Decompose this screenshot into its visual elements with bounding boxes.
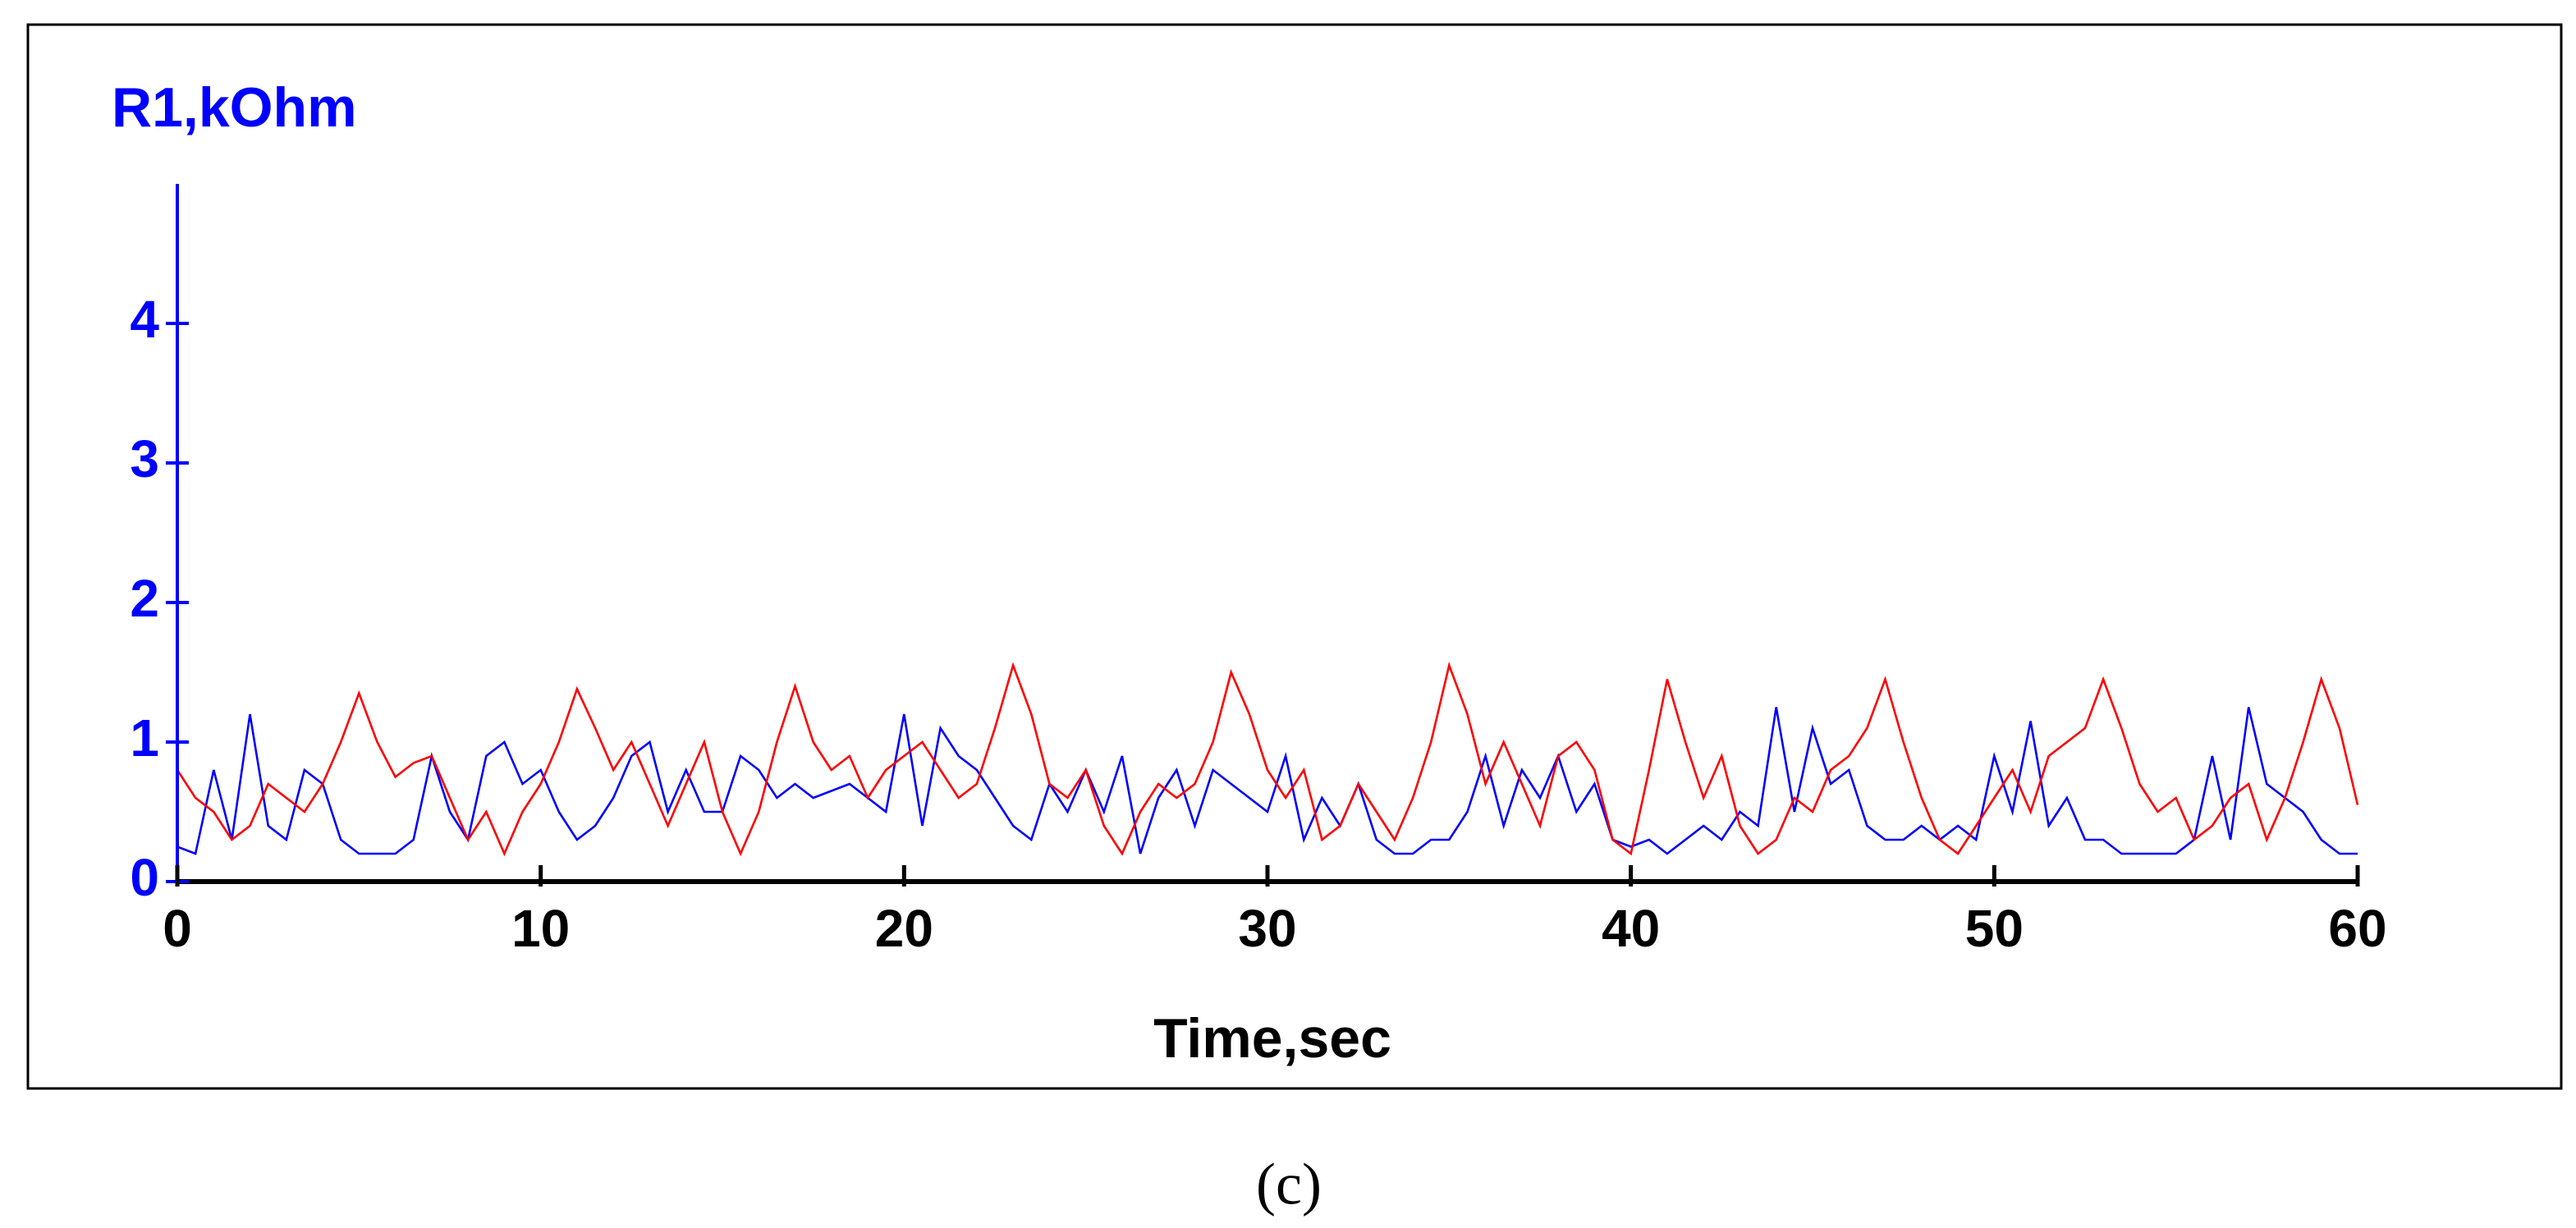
x-tick-label: 20 (875, 899, 933, 958)
x-tick-label: 60 (2328, 899, 2386, 958)
x-tick-label: 40 (1602, 899, 1660, 958)
x-tick-label: 30 (1238, 899, 1296, 958)
data-line (176, 707, 2358, 855)
x-tick-label: 10 (511, 899, 570, 958)
data-line (176, 662, 2359, 857)
y-tick-label: 1 (130, 708, 159, 768)
caption: (c) (1256, 1152, 1322, 1217)
y-axis-label: R1,kOhm (112, 76, 357, 139)
x-tick-label: 0 (163, 899, 192, 958)
y-tick-label: 0 (130, 848, 159, 907)
y-tick-label: 3 (130, 429, 159, 488)
x-axis-label: Time,sec (1153, 1007, 1391, 1070)
x-tick-label: 50 (1965, 899, 2024, 958)
y-tick-label: 2 (130, 569, 159, 628)
frame (26, 23, 2563, 1090)
y-tick-label: 4 (130, 290, 159, 349)
